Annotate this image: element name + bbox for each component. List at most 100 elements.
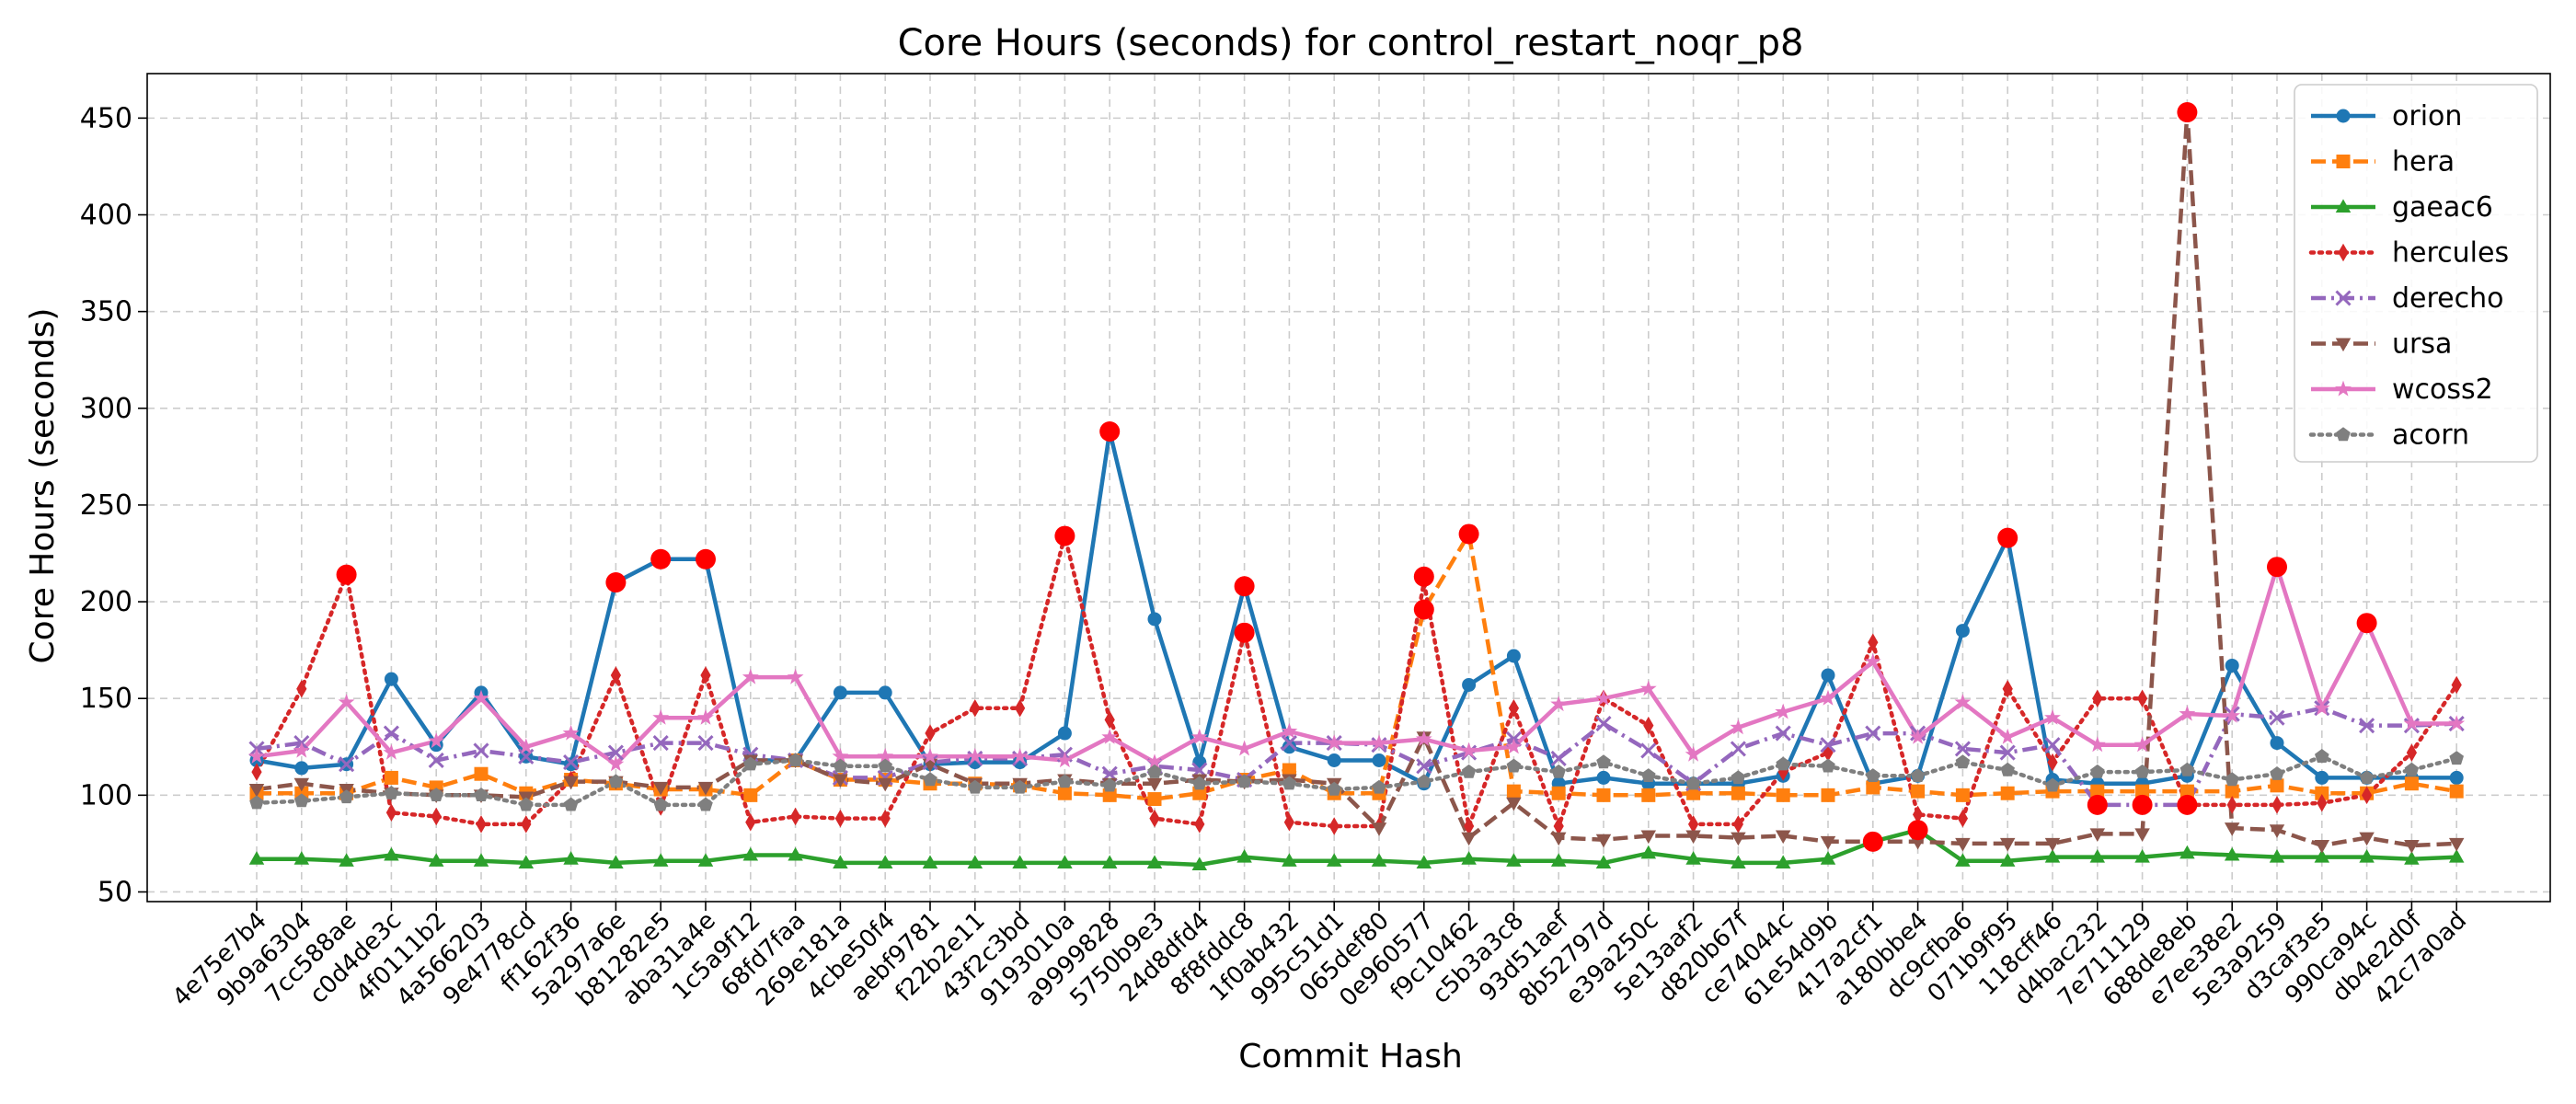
- data-point-gaeac6: [1640, 845, 1657, 859]
- legend-label: gaeac6: [2392, 191, 2493, 224]
- data-point-acorn: [1102, 777, 1117, 792]
- highlight-point: [2356, 613, 2377, 634]
- data-point-wcoss2: [1146, 753, 1163, 770]
- data-point-gaeac6: [2269, 849, 2285, 863]
- legend-entry-orion: orion: [2311, 100, 2462, 132]
- data-point-wcoss2: [1460, 742, 1478, 758]
- data-point-hera: [1955, 788, 1970, 802]
- data-point-gaeac6: [2314, 849, 2330, 863]
- data-point-derecho: [652, 735, 669, 752]
- series-points-wcoss2: [248, 558, 2466, 772]
- data-point-hera: [1596, 788, 1611, 802]
- highlight-point: [2087, 794, 2108, 815]
- data-point-wcoss2: [2133, 736, 2151, 753]
- data-point-gaeac6: [1371, 853, 1387, 867]
- y-tick-label: 250: [80, 489, 132, 522]
- data-point-wcoss2: [338, 694, 355, 709]
- legend-label: ursa: [2392, 328, 2452, 361]
- series-lines: [254, 109, 2459, 868]
- legend-marker: [2338, 243, 2349, 262]
- data-point-gaeac6: [248, 851, 265, 865]
- data-point-hera: [743, 788, 758, 802]
- data-point-acorn: [1506, 758, 1522, 773]
- data-point-hera: [2270, 778, 2284, 793]
- data-point-gaeac6: [1057, 855, 1073, 868]
- data-point-ursa: [2448, 837, 2465, 852]
- data-point-gaeac6: [1416, 855, 1432, 868]
- data-point-wcoss2: [652, 708, 670, 725]
- data-point-gaeac6: [1236, 849, 1252, 863]
- chart-title: Core Hours (seconds) for control_restart…: [898, 22, 1804, 64]
- data-point-orion: [1057, 726, 1072, 741]
- data-point-ursa: [293, 777, 310, 792]
- data-point-ursa: [1775, 830, 1791, 845]
- data-point-wcoss2: [2088, 736, 2106, 753]
- data-point-derecho: [2269, 709, 2285, 726]
- data-point-hera: [1282, 763, 1296, 777]
- data-point-derecho: [1820, 737, 1836, 753]
- data-point-acorn: [1731, 770, 1746, 785]
- data-point-wcoss2: [1371, 734, 1387, 751]
- legend-entry-ursa: ursa: [2311, 328, 2452, 361]
- x-axis-label: Commit Hash: [1238, 1038, 1463, 1075]
- data-point-acorn: [1282, 776, 1297, 790]
- highlight-point: [696, 548, 716, 569]
- y-tick-label: 450: [80, 102, 132, 134]
- data-point-gaeac6: [967, 855, 983, 868]
- data-point-ursa: [1461, 832, 1477, 846]
- data-point-orion: [2225, 658, 2239, 673]
- series-line-gaeac6: [257, 827, 2457, 868]
- highlight-point: [1862, 831, 1883, 852]
- data-point-acorn: [474, 788, 489, 801]
- data-point-acorn: [2315, 749, 2329, 763]
- data-point-ursa: [2314, 840, 2330, 854]
- legend-entry-hera: hera: [2311, 146, 2455, 178]
- data-point-hercules: [521, 815, 532, 834]
- legend-label: derecho: [2392, 282, 2504, 315]
- data-point-hera: [1911, 784, 1926, 799]
- data-point-hera: [1731, 786, 1745, 800]
- data-point-wcoss2: [2448, 715, 2466, 731]
- plot-frame: [146, 73, 2551, 903]
- data-point-wcoss2: [293, 742, 310, 758]
- data-point-wcoss2: [1820, 689, 1836, 706]
- data-point-wcoss2: [1415, 730, 1432, 746]
- data-point-derecho: [1595, 715, 1612, 732]
- data-point-orion: [878, 685, 892, 700]
- data-point-hercules: [1149, 809, 1160, 828]
- highlight-point: [605, 572, 627, 593]
- data-point-acorn: [1327, 781, 1341, 796]
- data-point-acorn: [1776, 756, 1790, 771]
- data-point-derecho: [1281, 735, 1297, 752]
- series-line-hera: [257, 532, 2457, 801]
- data-point-orion: [1462, 677, 1477, 692]
- data-point-acorn: [1236, 774, 1252, 788]
- data-point-acorn: [1192, 776, 1207, 790]
- y-tick-label: 350: [80, 296, 132, 328]
- data-point-wcoss2: [1101, 728, 1119, 744]
- data-point-wcoss2: [1595, 689, 1612, 706]
- data-point-acorn: [1685, 776, 1701, 790]
- data-point-gaeac6: [1999, 853, 2016, 867]
- data-point-wcoss2: [1954, 694, 1972, 709]
- series-line-wcoss2: [256, 564, 2457, 766]
- data-point-hercules: [251, 763, 262, 781]
- data-point-gaeac6: [339, 853, 354, 867]
- data-point-acorn: [294, 793, 309, 808]
- data-point-hercules: [1508, 698, 1520, 718]
- legend: orion hera gaeac6 hercules derecho ursa wcoss2…: [2294, 84, 2538, 463]
- data-point-orion: [1372, 753, 1386, 767]
- y-axis-label: Core Hours (seconds): [24, 308, 62, 664]
- data-point-acorn: [608, 774, 624, 788]
- data-point-acorn: [249, 795, 264, 810]
- legend-marker: [2335, 338, 2352, 352]
- data-point-acorn: [384, 786, 399, 799]
- legend-label: orion: [2392, 100, 2462, 132]
- data-point-wcoss2: [1550, 696, 1568, 712]
- data-point-hercules: [1194, 815, 1205, 834]
- data-point-acorn: [2404, 762, 2420, 776]
- y-tick-label: 100: [80, 779, 132, 811]
- highlight-point: [1413, 566, 1434, 587]
